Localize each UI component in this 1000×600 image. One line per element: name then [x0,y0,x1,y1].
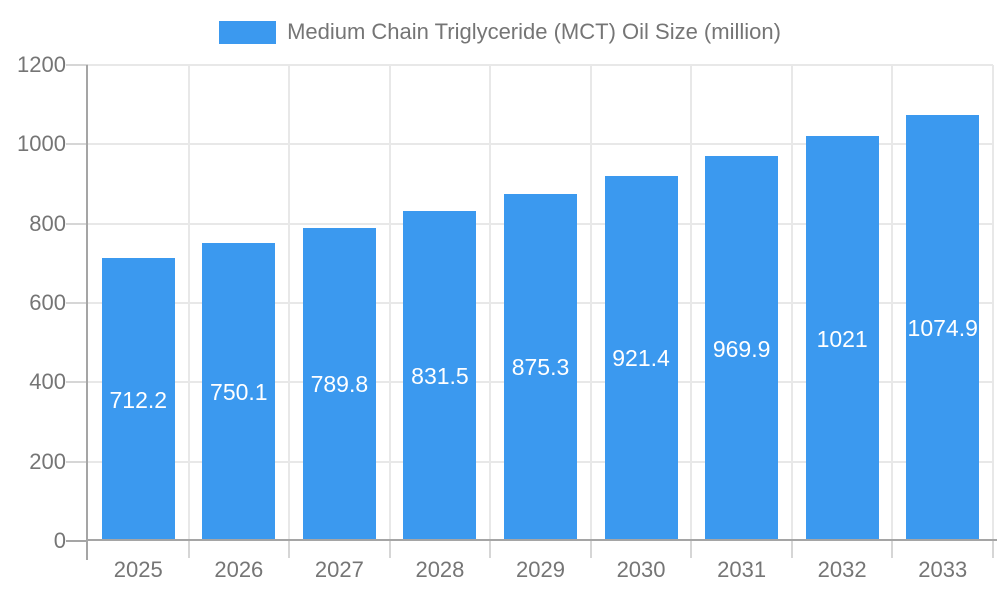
x-tick-mark [388,541,391,558]
x-tick-mark [992,541,994,558]
bar-2025 [101,258,175,541]
y-tick-label: 600 [29,290,66,315]
x-tick-label: 2025 [113,557,163,582]
legend-label: Medium Chain Triglyceride (MCT) Oil Size… [287,19,781,44]
bar-value-label: 969.9 [712,335,771,362]
x-tick-mark [489,541,492,558]
bar-value-label: 750.1 [210,379,268,406]
bar-value-label: 875.3 [511,354,570,381]
x-tick-label: 2028 [415,557,465,582]
v-gridline [187,65,190,541]
bar-2028 [403,211,477,541]
y-tick-label: 1200 [17,52,66,77]
x-tick-mark [288,541,291,558]
x-tick-label: 2029 [516,557,565,582]
legend-item[interactable]: Medium Chain Triglyceride (MCT) Oil Size… [0,19,1000,45]
x-tick-label: 2027 [314,557,364,582]
v-gridline [288,65,291,541]
bar-2030 [604,175,678,541]
bar-value-label: 1074.9 [907,314,978,341]
y-tick-mark [66,143,88,146]
y-tick-label: 1000 [17,131,66,157]
x-tick-label: 2031 [717,557,767,582]
bar-value-label: 789.8 [310,371,369,398]
y-axis-line [86,65,88,560]
x-tick-mark [790,541,793,558]
h-gridline [88,143,993,146]
y-tick-label: 200 [29,448,66,474]
y-tick-label: 400 [29,369,66,395]
x-tick-mark [187,541,190,558]
y-tick-mark [66,540,88,542]
bar-value-label: 921.4 [612,345,670,372]
x-tick-label: 2032 [817,557,867,582]
y-tick-label: 800 [29,210,66,236]
bar-2032 [805,136,879,541]
x-tick-mark [690,541,693,558]
bar-2026 [202,243,276,541]
y-tick-mark [66,460,88,463]
legend-color-swatch [219,20,277,44]
x-tick-label: 2030 [616,557,666,582]
y-tick-label: 0 [53,528,66,553]
v-gridline [589,65,592,541]
bar-2031 [705,156,779,541]
y-tick-mark [66,302,88,304]
v-gridline [388,65,391,541]
v-gridline [891,65,894,541]
bar-value-label: 712.2 [109,386,168,413]
y-tick-mark [66,381,88,384]
v-gridline [690,65,693,541]
bar-2033 [906,114,980,541]
y-tick-mark [66,222,88,225]
bar-value-label: 831.5 [411,363,469,390]
x-tick-label: 2026 [214,557,264,582]
x-axis-line [86,539,997,541]
bar-2029 [504,193,577,541]
x-tick-mark [589,541,592,558]
bar-value-label: 1021 [816,325,868,352]
y-tick-mark [66,64,88,66]
v-gridline [790,65,793,541]
v-gridline [992,65,994,541]
x-tick-mark [891,541,894,558]
x-tick-label: 2033 [918,557,968,582]
bar-2027 [302,227,376,541]
v-gridline [489,65,492,541]
h-gridline [88,64,993,66]
